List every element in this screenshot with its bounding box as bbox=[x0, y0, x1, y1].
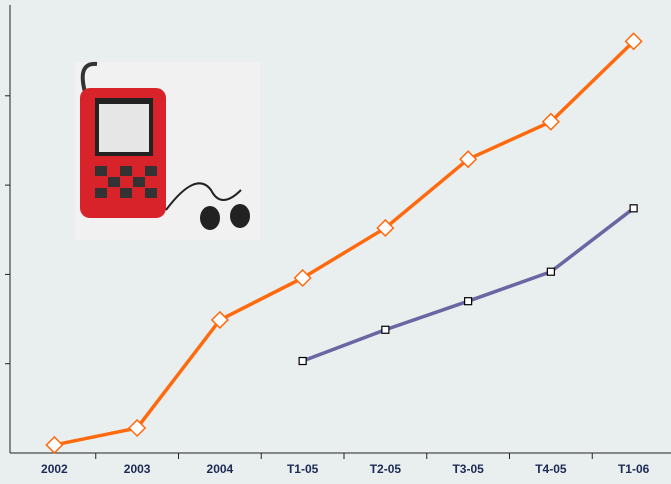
marker bbox=[629, 204, 638, 213]
marker bbox=[293, 268, 312, 288]
x-tick-label: T3-05 bbox=[452, 462, 484, 476]
x-tick-label: T1-05 bbox=[287, 462, 319, 476]
marker bbox=[459, 150, 478, 169]
x-tick-label: 2004 bbox=[207, 462, 234, 476]
marker bbox=[541, 112, 560, 131]
x-tick-label: T1-06 bbox=[618, 462, 650, 476]
marker bbox=[381, 325, 390, 334]
marker bbox=[210, 310, 229, 330]
x-tick-label: T2-05 bbox=[370, 462, 402, 476]
marker bbox=[464, 297, 473, 306]
marker bbox=[624, 32, 643, 51]
x-tick-label: 2002 bbox=[41, 462, 68, 476]
x-tick-label: T4-05 bbox=[535, 462, 567, 476]
marker bbox=[376, 218, 395, 238]
x-tick-label: 2003 bbox=[124, 462, 151, 476]
marker bbox=[128, 418, 147, 438]
marker bbox=[45, 435, 64, 455]
product-image bbox=[75, 61, 260, 240]
marker bbox=[546, 267, 555, 276]
series-line bbox=[54, 40, 635, 447]
marker bbox=[298, 356, 307, 366]
